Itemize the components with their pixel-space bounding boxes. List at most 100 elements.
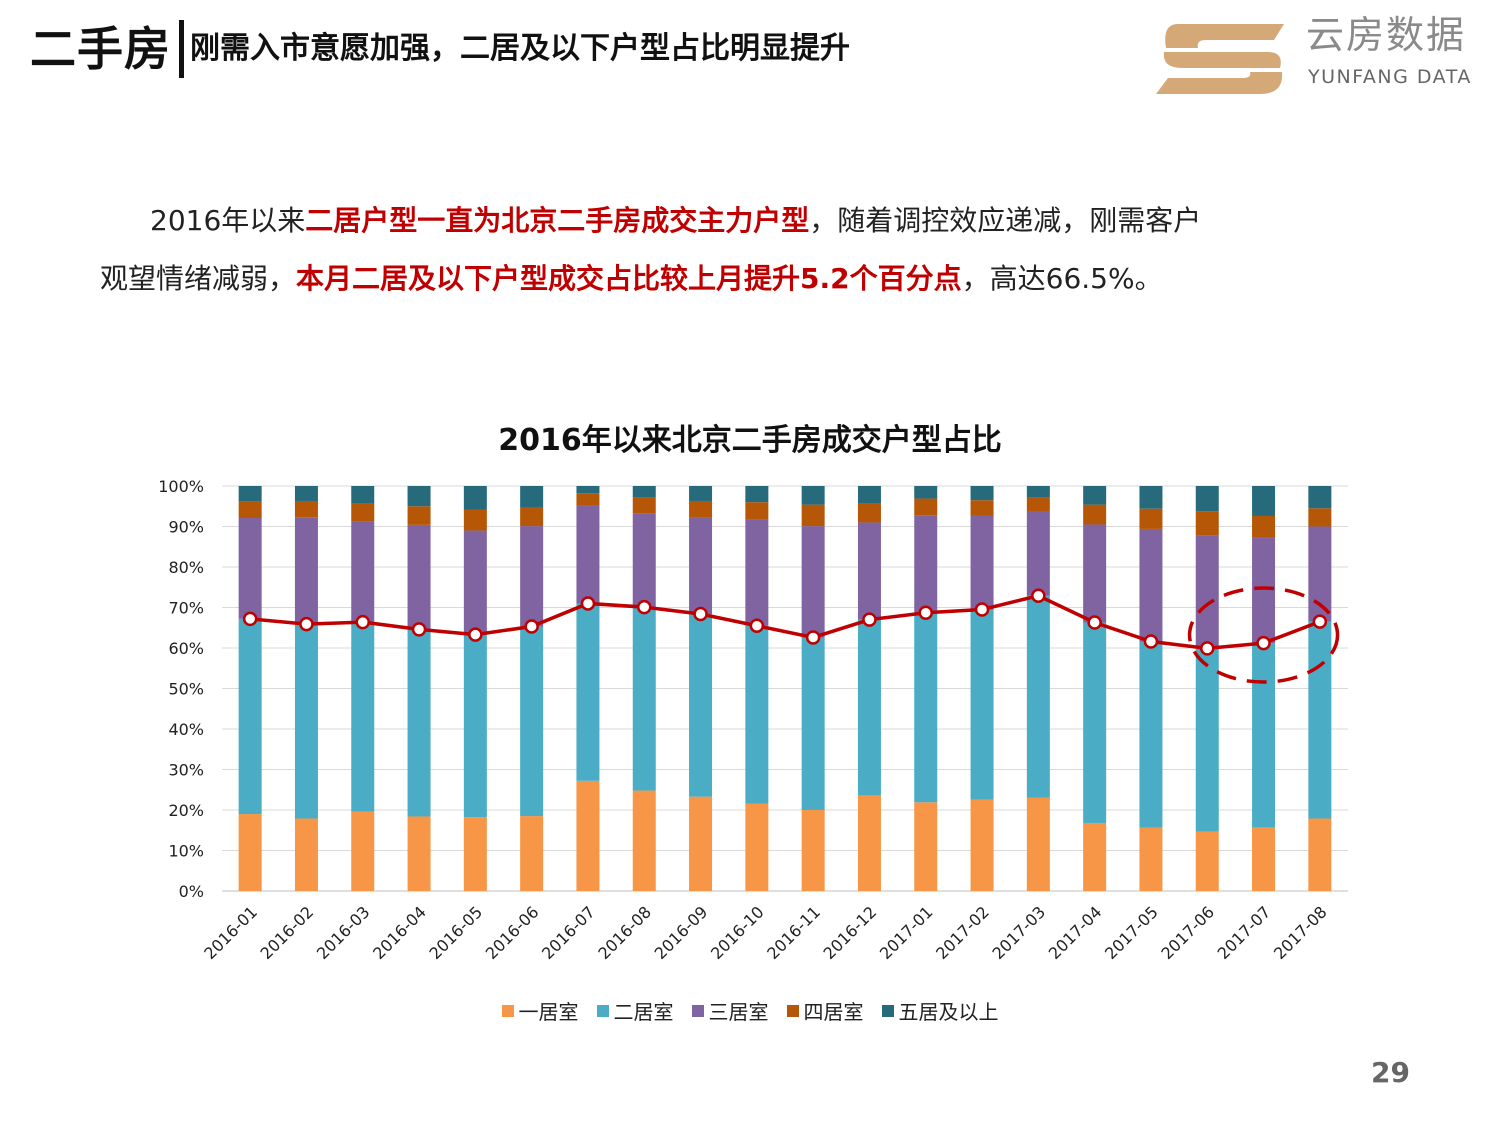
bar-segment	[294, 486, 318, 501]
x-tick-label: 2016-07	[538, 902, 599, 963]
summary-line-2: 观望情绪减弱，本月二居及以下户型成交占比较上月提升5.2个百分点，高达66.5%…	[100, 250, 1410, 308]
bar-segment	[1139, 486, 1163, 509]
bar-segment	[745, 502, 769, 520]
line-point	[1200, 641, 1215, 656]
bar-segment	[745, 519, 769, 626]
bar-segment	[1252, 643, 1276, 828]
bar-segment	[1308, 818, 1332, 891]
y-tick-label: 100%	[158, 477, 204, 496]
bar-segment	[351, 811, 375, 891]
legend-label: 四居室	[803, 1000, 864, 1024]
bar-segment	[914, 802, 938, 891]
bar-segment	[689, 796, 713, 891]
y-tick-label: 30%	[168, 761, 204, 780]
bar-segment	[1195, 831, 1219, 891]
legend-label: 五居及以上	[898, 1000, 999, 1024]
summary-text: 2016年以来	[150, 204, 306, 237]
line-point	[1256, 635, 1271, 651]
bar-segment	[238, 814, 262, 891]
bar-segment	[576, 493, 600, 506]
x-tick-label: 2016-11	[763, 902, 824, 963]
bar-segment	[801, 810, 825, 891]
bar-segment	[1026, 595, 1050, 798]
bar-segment	[1308, 486, 1332, 509]
highlight-ellipse	[1187, 586, 1340, 684]
chart-title: 2016年以来北京二手房成交户型占比	[498, 423, 1002, 458]
line-point	[355, 614, 370, 630]
bar-segment	[1139, 827, 1163, 891]
bar-segment	[407, 629, 431, 817]
bar-segment	[745, 625, 769, 804]
bar-segment	[1139, 508, 1163, 529]
legend-swatch	[786, 1004, 799, 1017]
y-tick-label: 80%	[168, 558, 204, 577]
bar-segment	[914, 515, 938, 613]
bar-segment	[914, 498, 938, 516]
line-point	[1143, 634, 1159, 649]
bar-segment	[294, 624, 318, 819]
summary-paragraph: 2016年以来二居户型一直为北京二手房成交主力户型，随着调控效应递减，刚需客户 …	[100, 192, 1410, 308]
bar-segment	[351, 486, 375, 504]
line-point	[242, 611, 258, 627]
legend-swatch	[596, 1004, 609, 1017]
line-point	[1031, 588, 1046, 604]
bar-segment	[407, 506, 431, 525]
summary-highlight: 本月二居及以下户型成交占比较上月提升5.2个百分点	[296, 262, 962, 295]
legend-item: 二居室	[596, 996, 674, 1025]
y-tick-label: 10%	[168, 842, 204, 861]
x-tick-label: 2016-12	[820, 902, 881, 963]
legend-label: 一居室	[518, 1000, 579, 1024]
bar-segment	[745, 486, 769, 503]
line-point	[411, 622, 427, 637]
x-tick-label: 2017-06	[1157, 902, 1218, 963]
bar-segment	[632, 513, 656, 608]
bar-segment	[970, 515, 994, 610]
bar-segment	[1252, 537, 1276, 644]
bar-segment	[238, 517, 262, 619]
line-point	[524, 619, 539, 634]
bar-segment	[520, 816, 544, 891]
bar-segment	[238, 486, 262, 502]
legend-item: 五居及以上	[881, 996, 999, 1025]
bar-segment	[520, 526, 544, 627]
x-tick-label: 2016-05	[425, 902, 486, 963]
bar-segment	[294, 818, 318, 891]
bar-segment	[914, 486, 938, 499]
y-tick-label: 0%	[179, 882, 204, 901]
bar-segment	[294, 517, 318, 625]
line-point	[749, 618, 765, 633]
bar-segment	[801, 486, 825, 505]
bar-segment	[463, 509, 487, 531]
bar-segment	[1252, 515, 1276, 538]
legend-swatch	[501, 1004, 514, 1017]
bar-segment	[1083, 822, 1107, 891]
bar-segment	[632, 486, 656, 498]
legend-label: 三居室	[708, 1000, 769, 1024]
y-tick-label: 90%	[168, 518, 204, 537]
summary-text: 观望情绪减弱，	[100, 262, 297, 295]
logo-mark-top	[1165, 24, 1284, 48]
bar-segment	[857, 795, 881, 891]
bar-segment	[576, 603, 600, 781]
x-tick-label: 2017-05	[1101, 902, 1162, 963]
line-point	[637, 599, 652, 615]
y-tick-label: 20%	[168, 801, 204, 820]
line-point	[299, 616, 314, 632]
bar-segment	[857, 503, 881, 523]
page-number: 29	[1371, 1056, 1410, 1089]
bar-segment	[351, 521, 375, 623]
bar-segment	[1308, 508, 1332, 527]
page-subtitle: 刚需入市意愿加强，二居及以下户型占比明显提升	[190, 31, 850, 66]
bar-segment	[970, 609, 994, 800]
bar-segment	[576, 486, 600, 494]
x-tick-label: 2017-04	[1045, 902, 1106, 963]
bar-segment	[970, 799, 994, 891]
legend-swatch	[881, 1004, 894, 1017]
bar-segment	[576, 780, 600, 891]
legend-label: 二居室	[613, 1000, 674, 1024]
summary-highlight: 二居户型一直为北京二手房成交主力户型	[305, 204, 810, 237]
bar-segment	[463, 486, 487, 510]
bar-segment	[1026, 511, 1050, 596]
bar-segment	[857, 619, 881, 796]
line-point	[580, 596, 596, 611]
